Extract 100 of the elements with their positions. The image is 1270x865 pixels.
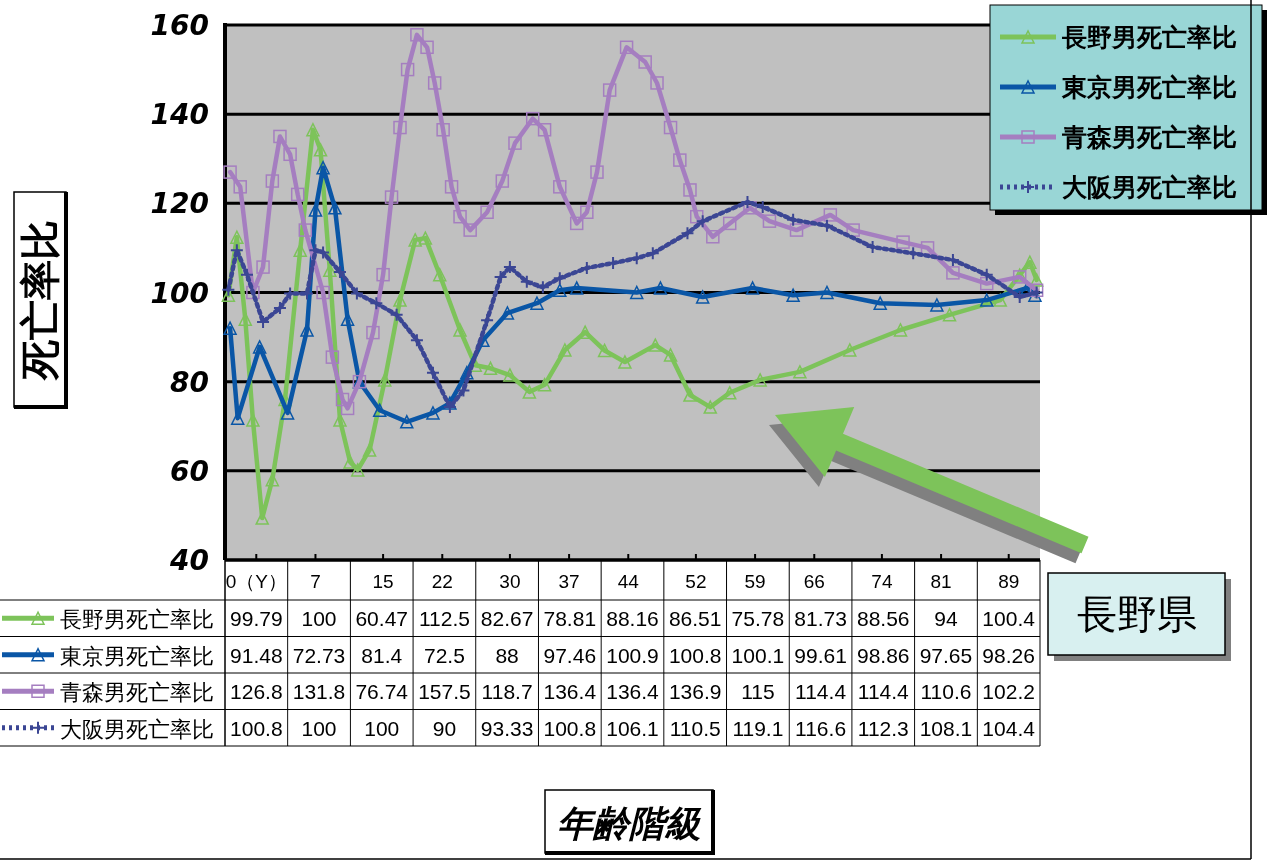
data-label: 136.4 [543, 680, 597, 703]
data-label: 100 [364, 716, 400, 740]
point [873, 296, 887, 310]
point [569, 281, 584, 295]
data-label: 119.1 [732, 716, 784, 740]
y-tick-label: 80 [170, 365, 209, 399]
data-label: 72.5 [423, 643, 465, 667]
point [453, 323, 467, 337]
y-tick-label: 大阪男死亡率比 [60, 716, 214, 742]
point [740, 195, 755, 209]
point [444, 180, 459, 194]
y-tick-label: 160 [150, 9, 209, 42]
point [372, 403, 387, 417]
data-label: 97.46 [543, 643, 597, 667]
point [930, 298, 944, 312]
x-tick-label: 0（Y） [225, 571, 287, 592]
data-label: 99.61 [794, 643, 847, 667]
point [683, 388, 697, 402]
point [722, 386, 737, 400]
point [316, 160, 330, 175]
point [223, 321, 237, 335]
point [272, 301, 287, 316]
point [400, 415, 414, 429]
point [553, 180, 567, 194]
point [820, 285, 834, 300]
point [442, 400, 457, 415]
data-label: 100.8 [230, 716, 283, 740]
point [426, 406, 440, 420]
data-label: 78.81 [543, 607, 597, 630]
point [460, 366, 474, 380]
point [463, 223, 477, 237]
point [418, 231, 433, 245]
data-label: 100 [301, 607, 337, 630]
data-label: 98.26 [982, 643, 1035, 667]
data-label: 104.4 [982, 716, 1036, 740]
x-tick-label: 37 [558, 571, 580, 592]
point [427, 76, 442, 90]
point [349, 286, 364, 301]
point [893, 323, 908, 337]
point [290, 187, 305, 202]
point [256, 260, 270, 274]
point [979, 267, 994, 282]
data-label: 108.1 [919, 716, 973, 740]
data-label: 91.48 [230, 643, 283, 667]
point [645, 246, 660, 261]
data-label: 118.7 [481, 680, 533, 703]
point [298, 223, 313, 237]
point [793, 365, 807, 379]
point [590, 165, 604, 179]
data-label: 100.8 [668, 643, 722, 667]
point [762, 214, 777, 228]
point [409, 333, 424, 348]
point [483, 361, 498, 376]
data-label: 110.5 [669, 716, 721, 740]
data-label: 98.86 [856, 643, 910, 667]
y-tick-label: 40 [169, 544, 209, 577]
point [300, 323, 314, 337]
point [1023, 255, 1037, 269]
point [618, 355, 632, 369]
point [722, 216, 737, 231]
point [648, 338, 663, 352]
text: 長野県 [1076, 591, 1197, 637]
data-label: 110.6 [920, 680, 972, 703]
point [508, 136, 522, 150]
point [680, 226, 695, 241]
x-tick-label: 74 [871, 571, 893, 592]
data-label: 100.4 [982, 607, 1036, 630]
point [597, 343, 612, 358]
point [553, 283, 567, 298]
point [453, 209, 467, 224]
x-tick-label: 52 [685, 571, 707, 592]
data-label: 116.6 [795, 716, 847, 740]
point [252, 340, 267, 354]
point [493, 269, 508, 284]
point [328, 201, 342, 215]
point [695, 214, 710, 229]
point [495, 174, 510, 188]
point [340, 401, 355, 416]
y-axis-title: 死亡率比 [17, 220, 63, 381]
data-label: 99.79 [230, 607, 283, 630]
data-label: 114.4 [857, 680, 910, 703]
data-label: 60.47 [355, 607, 409, 630]
point [537, 378, 552, 392]
point [378, 373, 392, 387]
point [223, 165, 237, 179]
point [221, 282, 236, 297]
data-label: 100.9 [606, 643, 659, 667]
x-tick-label: 15 [372, 571, 394, 592]
point [683, 183, 697, 197]
data-label: 112.5 [418, 607, 470, 630]
data-label: 81.73 [794, 607, 847, 630]
point [230, 230, 244, 244]
data-label: 90 [432, 716, 457, 740]
point [293, 243, 307, 257]
point [316, 245, 331, 260]
point [256, 314, 271, 329]
point [408, 233, 422, 247]
point [755, 199, 770, 214]
point [500, 306, 515, 320]
point [389, 307, 404, 322]
